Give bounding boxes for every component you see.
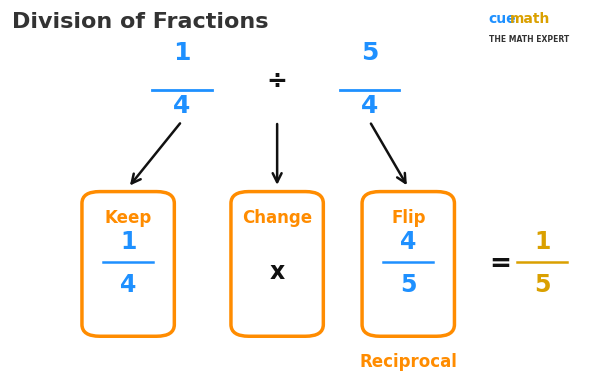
Text: Division of Fractions: Division of Fractions [12, 12, 268, 32]
Text: 5: 5 [361, 41, 378, 65]
FancyBboxPatch shape [362, 192, 455, 336]
Text: 5: 5 [534, 273, 551, 298]
Text: Flip: Flip [391, 209, 426, 227]
Text: Reciprocal: Reciprocal [359, 353, 457, 371]
Text: 1: 1 [534, 230, 551, 255]
Text: 5: 5 [400, 273, 417, 298]
Text: Change: Change [242, 209, 312, 227]
Text: cue: cue [489, 12, 516, 26]
Text: 4: 4 [400, 230, 417, 255]
Text: x: x [269, 260, 285, 284]
FancyBboxPatch shape [231, 192, 323, 336]
Text: 1: 1 [173, 41, 191, 65]
Text: 1: 1 [120, 230, 136, 255]
FancyBboxPatch shape [82, 192, 174, 336]
Text: 4: 4 [361, 94, 378, 118]
Text: 4: 4 [173, 94, 191, 118]
Text: ÷: ÷ [266, 69, 288, 93]
Text: Keep: Keep [104, 209, 152, 227]
Text: 4: 4 [120, 273, 136, 298]
Text: THE MATH EXPERT: THE MATH EXPERT [489, 35, 569, 44]
Text: =: = [490, 251, 511, 277]
Text: math: math [510, 12, 550, 26]
